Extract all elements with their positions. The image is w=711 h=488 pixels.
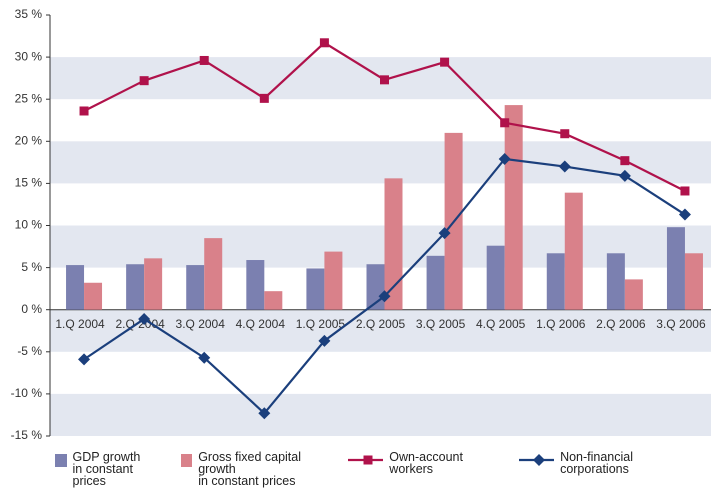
marker	[618, 169, 631, 182]
marker	[319, 38, 329, 48]
bar	[606, 253, 625, 310]
bar	[624, 279, 643, 310]
marker	[318, 334, 331, 347]
y-tick-label: 0 %	[21, 302, 42, 316]
legend: GDP growth in constant prices Gross fixed…	[55, 450, 711, 487]
x-tick-label: 3.Q 2005	[416, 317, 466, 331]
legend-label: GDP growth in constant prices	[72, 450, 141, 488]
legend-item: Gross fixed capital growth in constant p…	[180, 451, 326, 487]
marker	[560, 129, 570, 139]
marker	[259, 93, 269, 103]
marker	[78, 353, 91, 366]
x-tick-label: 3.Q 2004	[176, 317, 226, 331]
marker	[198, 351, 211, 364]
marker	[438, 227, 451, 240]
bar	[384, 178, 403, 310]
marker	[680, 186, 690, 196]
marker	[440, 57, 450, 67]
y-tick-label: 35 %	[15, 7, 43, 21]
marker	[620, 156, 630, 166]
legend-item: Non-financial corporations	[518, 450, 689, 483]
grid-band	[50, 141, 711, 184]
y-tick-label: 10 %	[15, 218, 43, 232]
bar	[546, 253, 565, 310]
bar	[144, 258, 163, 310]
legend-swatch	[347, 455, 384, 465]
legend-label: Gross fixed capital growth in constant p…	[198, 450, 302, 488]
bar	[246, 260, 265, 310]
bands	[50, 57, 711, 436]
marker	[139, 76, 149, 86]
legend-item: Own-account workers	[347, 450, 497, 483]
bar	[306, 268, 325, 310]
y-tick-label: -15 %	[11, 428, 43, 442]
marker	[378, 290, 391, 303]
x-tick-label: 2.Q 2005	[356, 317, 406, 331]
legend-label: Non-financial corporations	[560, 450, 634, 476]
y-tick-label: 25 %	[15, 91, 43, 105]
x-tick-label: 2.Q 2006	[596, 317, 646, 331]
bar	[486, 245, 505, 310]
grid-band	[50, 393, 711, 436]
marker	[199, 55, 209, 65]
x-tick-label: 1.Q 2004	[55, 317, 105, 331]
legend-swatch	[180, 454, 193, 467]
bar	[204, 238, 223, 310]
y-tick-label: 30 %	[15, 49, 43, 63]
marker	[498, 152, 511, 165]
marker	[678, 208, 691, 221]
bar	[324, 251, 343, 310]
y-tick-label: 15 %	[15, 176, 43, 190]
bar	[684, 253, 703, 310]
y-tick-label: -10 %	[11, 386, 43, 400]
x-tick-label: 4.Q 2004	[236, 317, 286, 331]
x-tick-label: 3.Q 2006	[656, 317, 706, 331]
marker	[138, 312, 151, 325]
grid-band	[50, 309, 711, 352]
x-tick-label: 1.Q 2006	[536, 317, 586, 331]
y-tick-label: 5 %	[21, 260, 42, 274]
bar	[84, 282, 103, 310]
swatch	[180, 454, 193, 467]
bar	[126, 264, 145, 310]
bar	[186, 265, 205, 310]
marker	[380, 75, 389, 85]
marker	[500, 118, 510, 128]
legend-label: Own-account workers	[389, 450, 463, 476]
marker	[258, 407, 271, 420]
bar	[504, 105, 523, 310]
bar	[564, 192, 583, 310]
y-tick-label: 20 %	[15, 133, 43, 147]
chart: 35 % 30 % 25 % 20 % 15 % 10 % 5 % 0 % -5 % -10 % -…	[11, 7, 711, 442]
bar	[666, 227, 685, 310]
marker	[558, 160, 571, 173]
bar	[66, 265, 85, 310]
legend-item: GDP growth in constant prices	[55, 451, 159, 487]
y-tick-label: -5 %	[17, 344, 42, 358]
x-tick-label: 4.Q 2005	[476, 317, 526, 331]
bar	[264, 291, 283, 310]
swatch-marker	[532, 454, 545, 466]
swatch-marker	[363, 455, 373, 465]
swatch	[55, 454, 67, 467]
marker	[79, 106, 89, 116]
x-tick-label: 1.Q 2005	[296, 317, 346, 331]
legend-swatch	[55, 454, 67, 467]
x-tick-label: 2.Q 2004	[115, 317, 165, 331]
bar	[426, 255, 445, 310]
legend-swatch	[518, 454, 555, 466]
